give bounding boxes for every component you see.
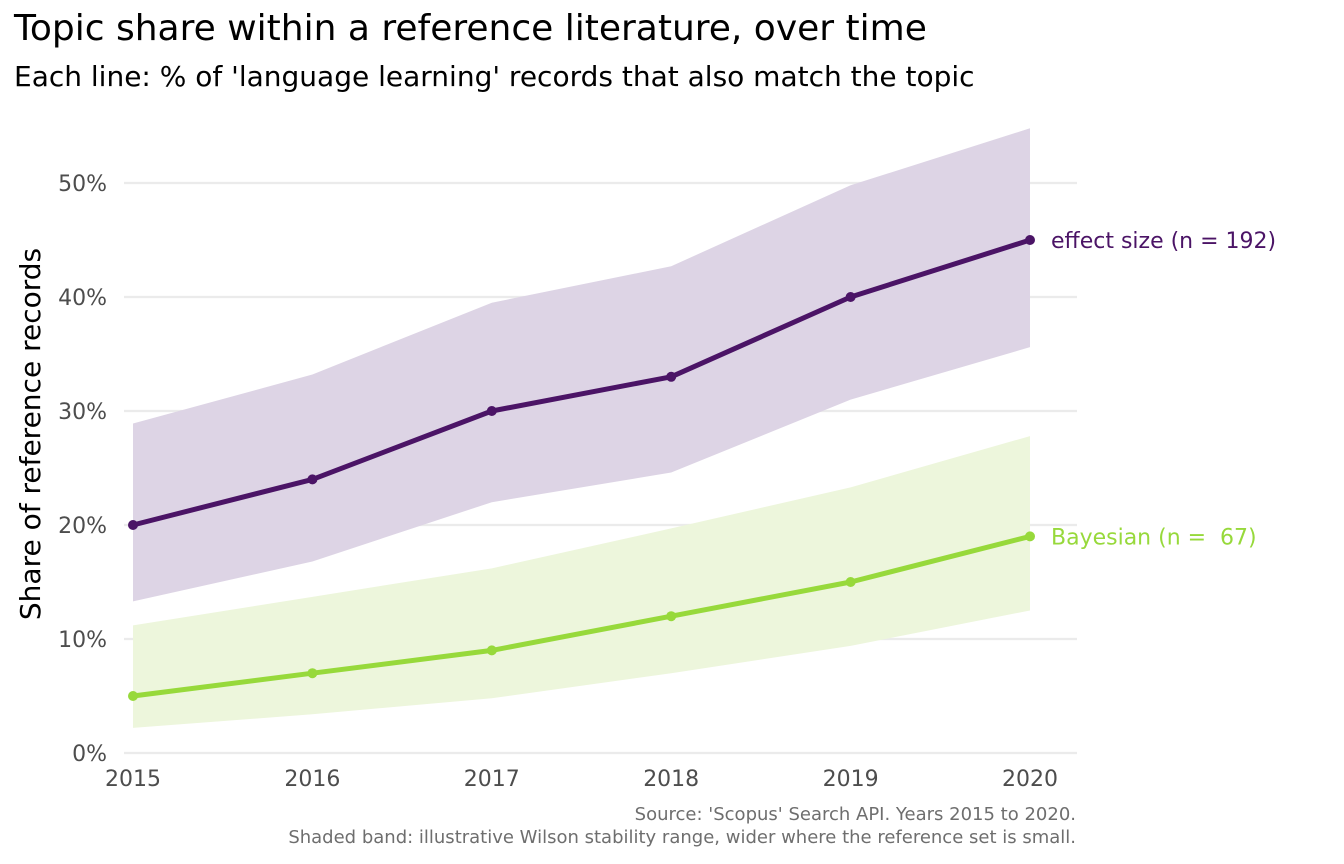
point-effect-size — [1025, 235, 1035, 245]
y-tick-label: 50% — [58, 172, 107, 197]
x-tick-label: 2018 — [643, 767, 699, 792]
point-bayesian — [307, 668, 318, 679]
y-axis-ticks: 0% 10% 20% 30% 40% 50% — [58, 172, 107, 767]
y-tick-label: 20% — [58, 514, 107, 539]
x-tick-label: 2016 — [284, 767, 340, 792]
caption-note: Shaded band: illustrative Wilson stabili… — [288, 827, 1076, 848]
point-effect-size — [666, 371, 677, 382]
series-label-effect-size: effect size (n = 192) — [1051, 229, 1276, 254]
series-labels: effect size (n = 192) Bayesian (n = 67) — [1051, 229, 1276, 550]
point-bayesian — [128, 691, 138, 701]
point-bayesian — [845, 577, 856, 587]
y-tick-label: 30% — [58, 400, 107, 425]
line-bayesian — [130, 533, 1033, 699]
series-label-bayesian: Bayesian (n = 67) — [1051, 525, 1257, 550]
series-points — [128, 235, 1035, 701]
x-tick-label: 2020 — [1002, 767, 1058, 792]
chart-title: Topic share within a reference literatur… — [14, 8, 927, 49]
point-bayesian — [1025, 531, 1035, 542]
caption-source: Source: 'Scopus' Search API. Years 2015 … — [634, 804, 1076, 825]
point-effect-size — [128, 520, 138, 530]
x-tick-label: 2015 — [105, 767, 161, 792]
y-tick-label: 10% — [58, 628, 107, 653]
point-effect-size — [845, 292, 856, 302]
band-bayesian — [133, 436, 1030, 728]
confidence-bands — [133, 128, 1030, 728]
point-effect-size — [307, 474, 318, 485]
y-axis-label: Share of reference records — [14, 248, 47, 620]
y-tick-label: 40% — [58, 286, 107, 311]
x-tick-label: 2019 — [823, 767, 879, 792]
x-axis-ticks: 2015 2016 2017 2018 2019 2020 — [105, 767, 1058, 792]
line-effect-size — [130, 237, 1033, 528]
point-bayesian — [666, 611, 677, 622]
chart-subtitle: Each line: % of 'language learning' reco… — [14, 60, 975, 93]
x-tick-label: 2017 — [464, 767, 520, 792]
point-bayesian — [486, 645, 497, 656]
band-effect-size — [133, 128, 1030, 602]
point-effect-size — [486, 406, 497, 416]
series-lines — [130, 237, 1033, 699]
y-tick-label: 0% — [72, 742, 107, 767]
